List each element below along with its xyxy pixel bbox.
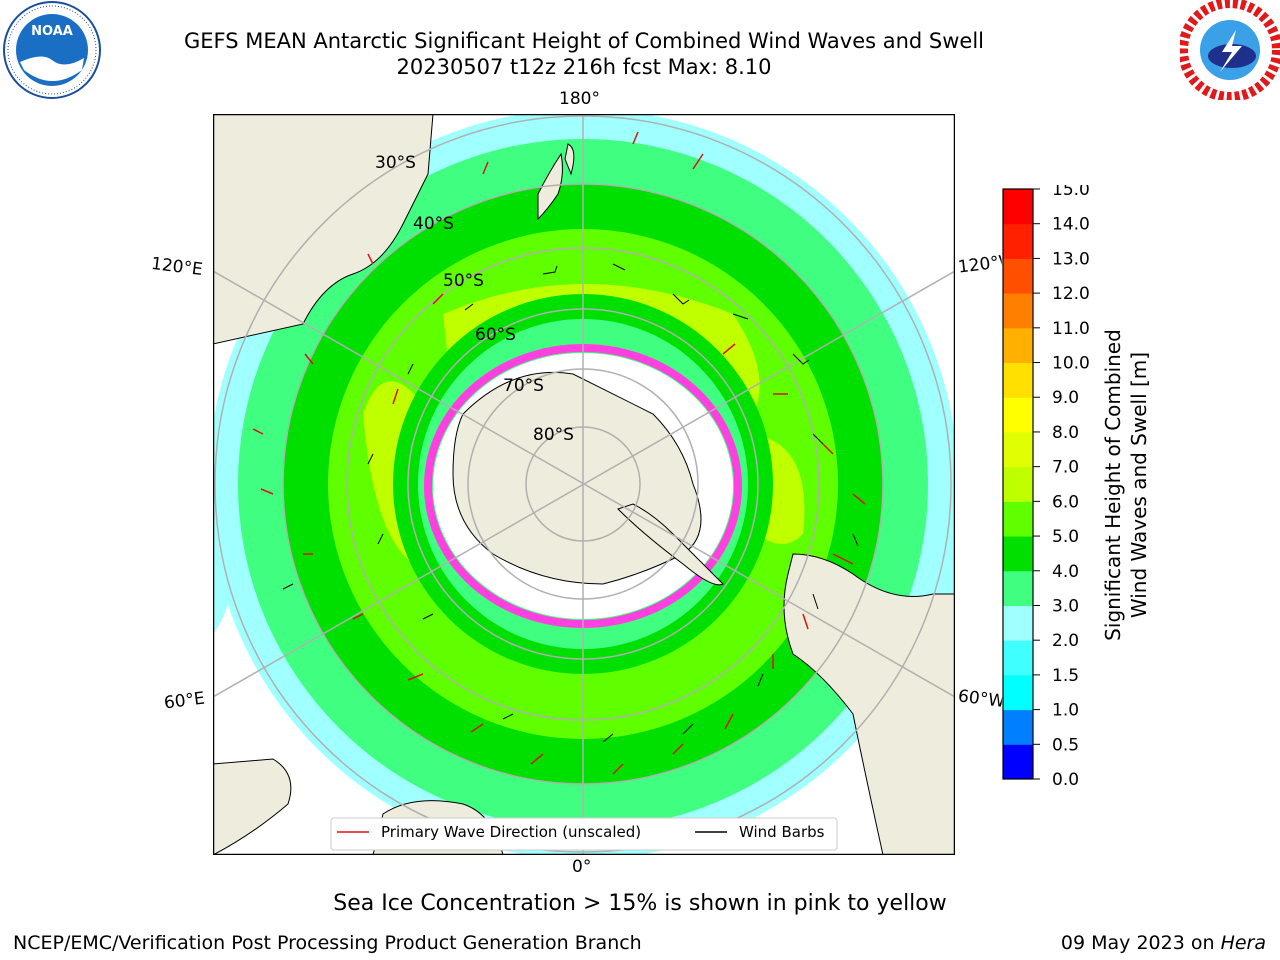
noaa-logo-name: NOAA bbox=[31, 24, 73, 39]
colorbar-tick-label: 3.0 bbox=[1052, 596, 1079, 616]
colorbar-tick-label: 15.0 bbox=[1052, 185, 1090, 200]
colorbar-tick-label: 6.0 bbox=[1052, 492, 1079, 512]
footer-branch: NCEP/EMC/Verification Post Processing Pr… bbox=[13, 932, 642, 954]
colorbar-swatch bbox=[1003, 293, 1033, 329]
colorbar-swatch bbox=[1003, 397, 1033, 433]
colorbar-tick-label: 0.5 bbox=[1052, 735, 1079, 755]
chart-title: GEFS MEAN Antarctic Significant Height o… bbox=[183, 29, 985, 53]
colorbar-tick-label: 1.0 bbox=[1052, 701, 1079, 721]
landmass-africa bbox=[214, 758, 292, 854]
colorbar-swatch bbox=[1003, 258, 1033, 294]
colorbar-label-line2: Wind Waves and Swell [m] bbox=[1127, 352, 1151, 618]
lat-label-40s: 40°S bbox=[413, 214, 454, 234]
lat-label-80s: 80°S bbox=[533, 425, 574, 445]
landmass-south-america bbox=[783, 553, 954, 854]
colorbar-swatch bbox=[1003, 744, 1033, 780]
colorbar-tick-label: 5.0 bbox=[1052, 527, 1079, 547]
lon-label-lower-left: 60°E bbox=[162, 688, 206, 714]
colorbar-tick-label: 14.0 bbox=[1052, 215, 1090, 235]
colorbar-swatch bbox=[1003, 674, 1033, 711]
legend-wave-label: Primary Wave Direction (unscaled) bbox=[381, 823, 641, 841]
colorbar-tick-label: 10.0 bbox=[1052, 354, 1090, 374]
colorbar-swatch bbox=[1003, 431, 1033, 468]
antarctic-peninsula bbox=[617, 503, 724, 586]
colorbar-swatch bbox=[1003, 536, 1033, 572]
nws-logo bbox=[1180, 0, 1280, 100]
colorbar-tick-label: 9.0 bbox=[1052, 388, 1079, 408]
colorbar-swatch bbox=[1003, 501, 1033, 537]
legend-barb-label: Wind Barbs bbox=[739, 823, 825, 841]
noaa-logo: NOAA bbox=[3, 1, 101, 99]
lat-label-70s: 70°S bbox=[503, 376, 544, 396]
lon-label-lower-right: 60°W bbox=[956, 686, 1004, 712]
lon-label-top: 180° bbox=[559, 89, 600, 109]
chart-subtitle: 20230507 t12z 216h fcst Max: 8.10 bbox=[396, 55, 772, 79]
colorbar-swatch bbox=[1003, 223, 1033, 259]
polar-map: 30°S 40°S 50°S 60°S 70°S 80°S Primary Wa… bbox=[213, 114, 955, 855]
colorbar-swatch bbox=[1003, 327, 1033, 364]
colorbar-tick-label: 13.0 bbox=[1052, 249, 1090, 269]
landmass-australia bbox=[214, 115, 434, 345]
footer-date: 09 May 2023 on Hera bbox=[1061, 932, 1266, 954]
low-wave-region-east bbox=[930, 434, 954, 594]
colorbar-swatch bbox=[1003, 466, 1033, 502]
colorbar-tick-label: 12.0 bbox=[1052, 284, 1090, 304]
landmass-new-zealand bbox=[537, 143, 575, 221]
lon-label-upper-right: 120°W bbox=[956, 252, 1004, 278]
colorbar-label-line1: Significant Height of Combined bbox=[1101, 329, 1125, 641]
colorbar-swatch bbox=[1003, 640, 1033, 676]
colorbar-swatch bbox=[1003, 570, 1033, 606]
colorbar: 0.0 0.5 1.0 1.5 2.0 3.0 4.0 5.0 6.0 7.0 8.0 9.0 10.0… bbox=[1002, 185, 1151, 790]
wave-direction-arrows bbox=[252, 131, 866, 775]
colorbar-tick-label: 11.0 bbox=[1052, 319, 1090, 339]
colorbar-swatch bbox=[1003, 605, 1033, 641]
lon-label-upper-left: 120°E bbox=[149, 253, 204, 281]
colorbar-tick-label: 7.0 bbox=[1052, 458, 1079, 478]
colorbar-tick-label: 8.0 bbox=[1052, 423, 1079, 443]
footer-host: Hera bbox=[1220, 932, 1266, 954]
lat-label-60s: 60°S bbox=[475, 325, 516, 345]
lat-label-50s: 50°S bbox=[443, 271, 484, 291]
wind-barbs bbox=[282, 263, 859, 743]
graticule bbox=[214, 115, 954, 854]
colorbar-tick-label: 2.0 bbox=[1052, 631, 1079, 651]
lon-label-bottom: 0° bbox=[572, 857, 592, 877]
colorbar-tick-label: 4.0 bbox=[1052, 562, 1079, 582]
colorbar-tick-label: 1.5 bbox=[1052, 666, 1079, 686]
colorbar-swatch bbox=[1003, 362, 1033, 398]
lat-label-30s: 30°S bbox=[375, 153, 416, 173]
map-legend: Primary Wave Direction (unscaled) Wind B… bbox=[330, 817, 838, 851]
footer-date-text: 09 May 2023 on bbox=[1060, 932, 1215, 954]
colorbar-swatch bbox=[1003, 189, 1033, 225]
sea-ice-caption: Sea Ice Concentration > 15% is shown in … bbox=[333, 891, 947, 916]
colorbar-swatch bbox=[1003, 709, 1033, 745]
colorbar-tick-label: 0.0 bbox=[1052, 770, 1079, 790]
